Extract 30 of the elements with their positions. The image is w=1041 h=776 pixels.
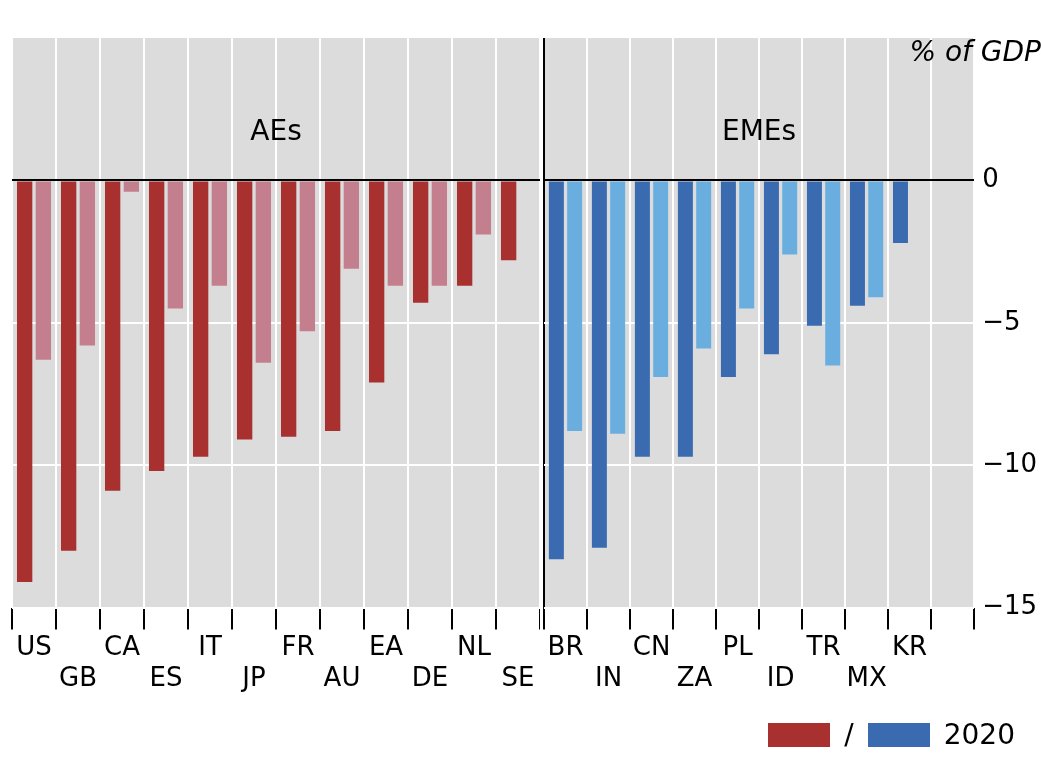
text: / [844,718,854,751]
x-tick-label: ES [149,662,183,693]
x-tick-label: KR [892,630,928,661]
x-tick-label: SE [501,662,535,693]
y-axis-title: % of GDP [909,35,1041,69]
x-tick-label: DE [411,662,449,693]
x-tick-label: CN [632,630,671,661]
x-tick-label: US [16,630,52,661]
x-tick-label: IT [198,630,222,661]
x-tick-label: IN [594,662,623,693]
y-tick-label: 0 [982,163,999,194]
x-tick-label: ID [766,662,795,693]
x-tick-label: PL [722,630,754,661]
x-tick-label: AU [323,662,361,693]
x-tick-label: CA [104,630,141,661]
x-tick-label: ZA [676,662,713,693]
x-tick-label: FR [281,630,315,661]
y-tick-label: −15 [982,590,1038,621]
legend-label: 2020 [943,718,1015,751]
y-tick-label: −10 [982,447,1038,478]
x-tick-label: TR [805,630,841,661]
x-tick-label: GB [59,662,97,693]
text: EMEs [722,114,797,148]
x-tick-label: NL [457,630,492,661]
x-tick-label: MX [846,662,887,693]
x-tick-label: JP [240,662,266,693]
text: AEs [250,114,302,148]
x-tick-label: BR [547,630,584,661]
y-tick-label: −5 [982,305,1021,336]
x-tick-label: EA [368,630,404,661]
